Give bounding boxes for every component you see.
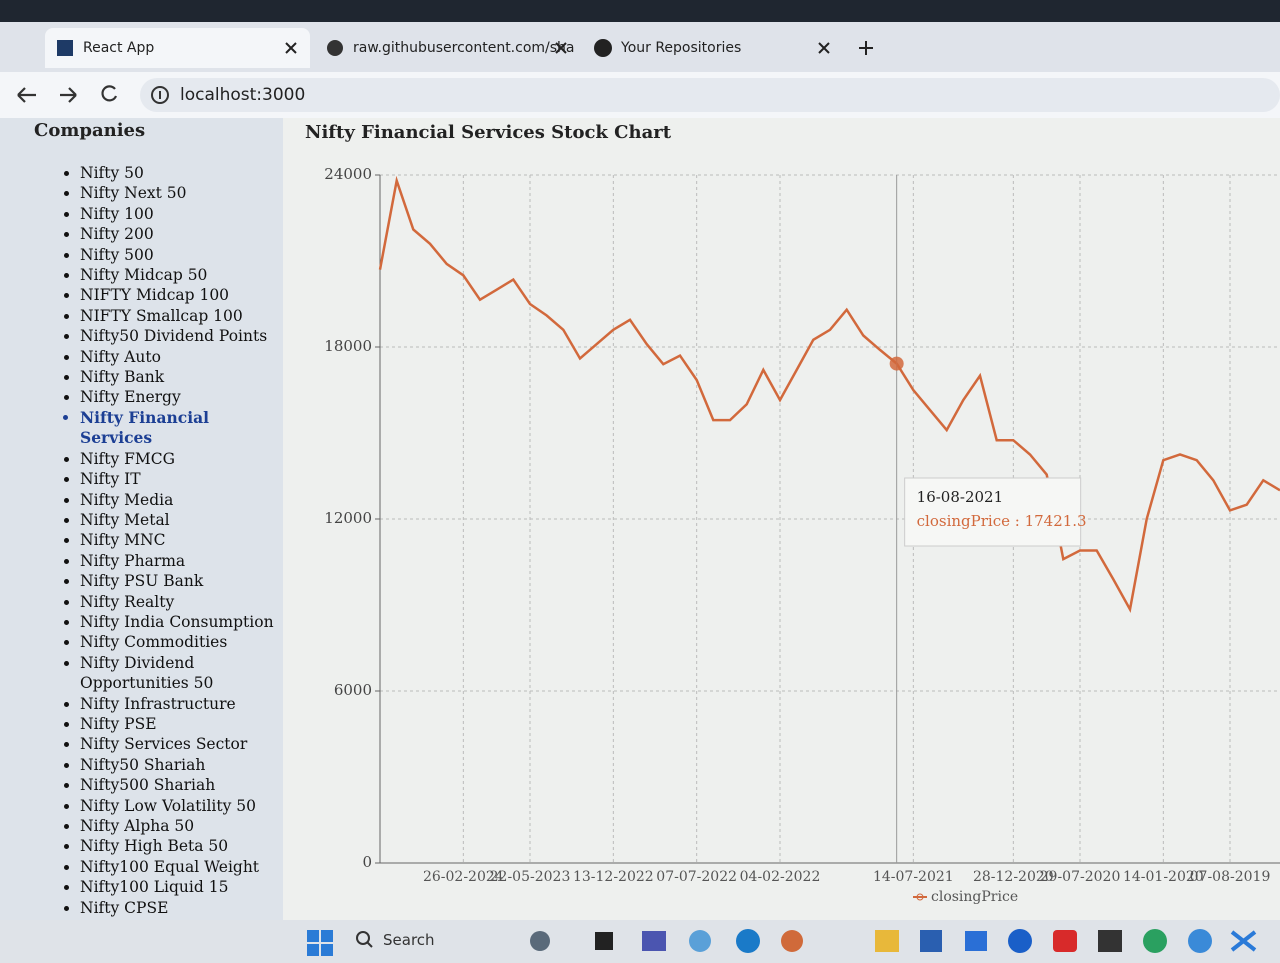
company-link[interactable]: Nifty MNC <box>80 530 280 550</box>
new-tab[interactable] <box>858 40 874 56</box>
company-link[interactable]: Nifty Pharma <box>80 551 280 571</box>
tab-bar: React App raw.githubusercontent.com/sha … <box>0 22 1280 72</box>
company-link[interactable]: Nifty Financial Services <box>80 408 280 449</box>
company-link[interactable]: Nifty100 Liquid 15 <box>80 877 280 897</box>
x-tick-label: 28-12-2020 <box>973 869 1054 885</box>
company-link[interactable]: Nifty IT <box>80 469 280 489</box>
legend-label: closingPrice <box>931 889 1018 905</box>
tooltip-date: 16-08-2021 <box>917 488 1003 506</box>
x-tick-label: 14-01-2020 <box>1123 869 1204 885</box>
tab-icon <box>57 40 73 56</box>
tab-title: raw.githubusercontent.com/sha <box>353 40 575 56</box>
company-link[interactable]: Nifty 500 <box>80 245 280 265</box>
x-tick-label: 07-07-2022 <box>656 869 737 885</box>
company-link[interactable]: Nifty High Beta 50 <box>80 836 280 856</box>
company-link[interactable]: Nifty PSE <box>80 714 280 734</box>
company-link[interactable]: NIFTY Smallcap 100 <box>80 306 280 326</box>
y-tick-label: 0 <box>362 853 372 871</box>
sidebar: Companies Nifty 50Nifty Next 50Nifty 100… <box>0 118 283 920</box>
search-box[interactable]: Search <box>355 930 435 950</box>
tooltip-value: closingPrice : 17421.3 <box>917 512 1087 530</box>
company-link[interactable]: Nifty Auto <box>80 347 280 367</box>
address-bar: localhost:3000 <box>0 72 1280 118</box>
company-link[interactable]: Nifty Alpha 50 <box>80 816 280 836</box>
legend-swatch <box>916 893 924 901</box>
company-link[interactable]: Nifty 200 <box>80 224 280 244</box>
company-list: Nifty 50Nifty Next 50Nifty 100Nifty 200N… <box>62 163 280 918</box>
chart-title: Nifty Financial Services Stock Chart <box>305 122 672 143</box>
company-link[interactable]: Nifty India Consumption <box>80 612 280 632</box>
company-link[interactable]: Nifty Next 50 <box>80 183 280 203</box>
company-link[interactable]: Nifty Energy <box>80 387 280 407</box>
tab-icon <box>327 40 343 56</box>
taskbar: Search <box>0 920 1280 963</box>
company-link[interactable]: Nifty Midcap 50 <box>80 265 280 285</box>
taskbar-apps <box>530 929 1257 953</box>
x-tick-label: 13-12-2022 <box>573 869 654 885</box>
close-icon[interactable] <box>554 41 568 55</box>
company-link[interactable]: Nifty Dividend Opportunities 50 <box>80 653 280 694</box>
start-button[interactable] <box>305 928 335 958</box>
main-panel: Nifty Financial Services Stock Chart 0 60… <box>283 118 1280 920</box>
x-tick-label: 04-02-2022 <box>740 869 821 885</box>
company-link[interactable]: Nifty Media <box>80 490 280 510</box>
sidebar-title: Companies <box>34 120 146 141</box>
site-info[interactable] <box>150 85 170 105</box>
close-icon[interactable] <box>284 41 298 55</box>
company-link[interactable]: Nifty Bank <box>80 367 280 387</box>
y-tick-label: 24000 <box>324 165 372 183</box>
x-tick-label: 07-08-2019 <box>1190 869 1271 885</box>
y-tick-label: 6000 <box>334 681 372 699</box>
tab-title: Your Repositories <box>621 40 742 56</box>
y-tick-label: 12000 <box>324 509 372 527</box>
tab[interactable]: raw.githubusercontent.com/sha <box>325 28 580 68</box>
url: localhost:3000 <box>180 85 306 105</box>
tab[interactable]: Your Repositories <box>593 28 843 68</box>
company-link[interactable]: NIFTY Midcap 100 <box>80 285 280 305</box>
x-tick-label: 14-07-2021 <box>873 869 954 885</box>
tab-icon <box>594 39 612 57</box>
active-dot <box>889 356 904 371</box>
company-link[interactable]: Nifty PSU Bank <box>80 571 280 591</box>
tab[interactable]: React App <box>45 28 310 68</box>
nav-buttons[interactable] <box>10 72 140 118</box>
company-link[interactable]: Nifty Services Sector <box>80 734 280 754</box>
y-tick-label: 18000 <box>324 337 372 355</box>
url-field[interactable]: localhost:3000 <box>140 78 1280 112</box>
company-link[interactable]: Nifty Infrastructure <box>80 694 280 714</box>
company-link[interactable]: Nifty Realty <box>80 592 280 612</box>
price-line <box>378 175 1280 613</box>
company-link[interactable]: Nifty Commodities <box>80 632 280 652</box>
company-link[interactable]: Nifty500 Shariah <box>80 775 280 795</box>
company-link[interactable]: Nifty50 Dividend Points <box>80 326 280 346</box>
x-tick-label: 26-02-2024 <box>423 869 504 885</box>
company-link[interactable]: Nifty100 Equal Weight <box>80 857 280 877</box>
search-icon <box>356 931 373 948</box>
company-link[interactable]: Nifty Low Volatility 50 <box>80 796 280 816</box>
search-label: Search <box>383 931 435 949</box>
company-link[interactable]: Nifty50 Shariah <box>80 755 280 775</box>
tab-title: React App <box>83 40 155 56</box>
chart: Nifty Financial Services Stock Chart 0 60… <box>305 122 1280 905</box>
company-link[interactable]: Nifty 100 <box>80 204 280 224</box>
company-link[interactable]: Nifty FMCG <box>80 449 280 469</box>
company-link[interactable]: Nifty CPSE <box>80 898 280 918</box>
close-icon[interactable] <box>817 41 831 55</box>
company-link[interactable]: Nifty Metal <box>80 510 280 530</box>
tooltip-box <box>904 477 1082 547</box>
company-link[interactable]: Nifty 50 <box>80 163 280 183</box>
x-tick-label: 29-07-2020 <box>1040 869 1121 885</box>
x-tick-label: 22-05-2023 <box>490 869 571 885</box>
